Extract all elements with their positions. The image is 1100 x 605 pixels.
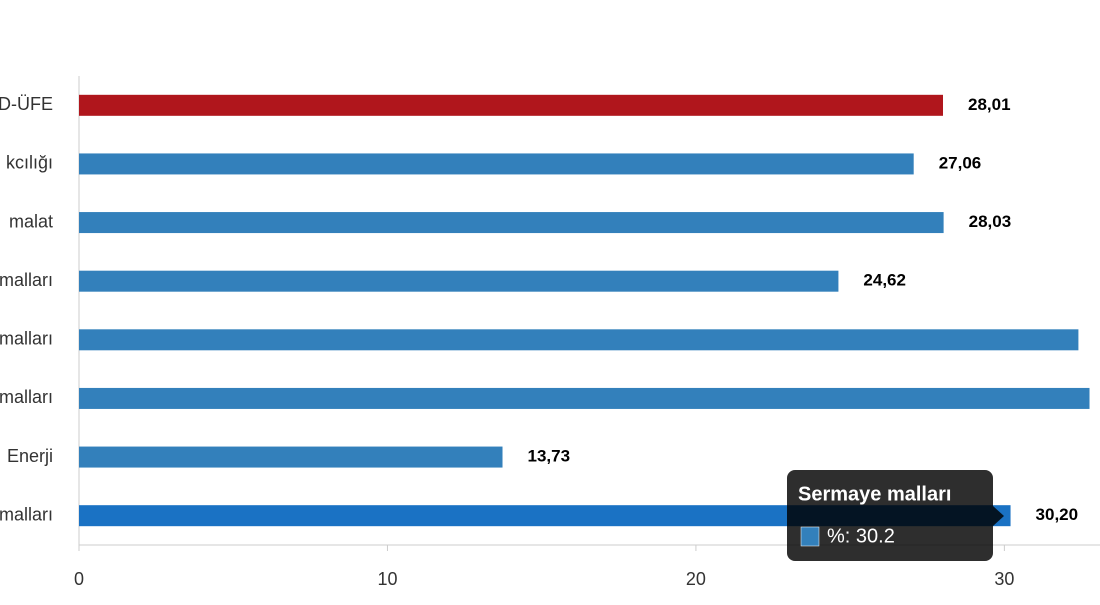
tooltip-swatch bbox=[800, 526, 820, 547]
x-tick-label: 0 bbox=[74, 569, 84, 589]
data-label: 28,01 bbox=[968, 95, 1011, 114]
bar bbox=[79, 329, 1079, 351]
data-label: 30,20 bbox=[1036, 505, 1079, 524]
x-tick-label: 20 bbox=[686, 569, 706, 589]
y-tick-label: malları bbox=[0, 270, 53, 290]
y-tick-label: malları bbox=[0, 504, 53, 524]
x-tick-label: 10 bbox=[377, 569, 397, 589]
bar bbox=[79, 446, 503, 468]
y-tick-label: Enerji bbox=[7, 446, 53, 466]
bar bbox=[79, 153, 914, 175]
data-label: 28,03 bbox=[969, 212, 1012, 231]
bar bbox=[79, 270, 839, 292]
y-tick-label: kcılığı bbox=[6, 153, 53, 173]
bar bbox=[79, 212, 944, 234]
data-label: 13,73 bbox=[528, 447, 571, 466]
y-tick-label: malları bbox=[0, 387, 53, 407]
tooltip: Sermaye malları %: 30.2 bbox=[787, 470, 1004, 561]
y-tick-label: malat bbox=[9, 211, 53, 231]
tooltip-title: Sermaye malları bbox=[798, 483, 951, 505]
tooltip-text: %: 30.2 bbox=[827, 525, 895, 547]
bar bbox=[79, 94, 943, 116]
tooltip-box bbox=[787, 470, 993, 561]
bar bbox=[79, 387, 1090, 409]
tooltip-arrow bbox=[993, 506, 1004, 526]
y-tick-label: malları bbox=[0, 329, 53, 349]
bar bbox=[79, 505, 1011, 527]
x-tick-label: 30 bbox=[994, 569, 1014, 589]
y-tick-label: D-ÜFE bbox=[0, 94, 53, 114]
data-label: 24,62 bbox=[863, 271, 906, 290]
data-label: 27,06 bbox=[939, 153, 982, 172]
